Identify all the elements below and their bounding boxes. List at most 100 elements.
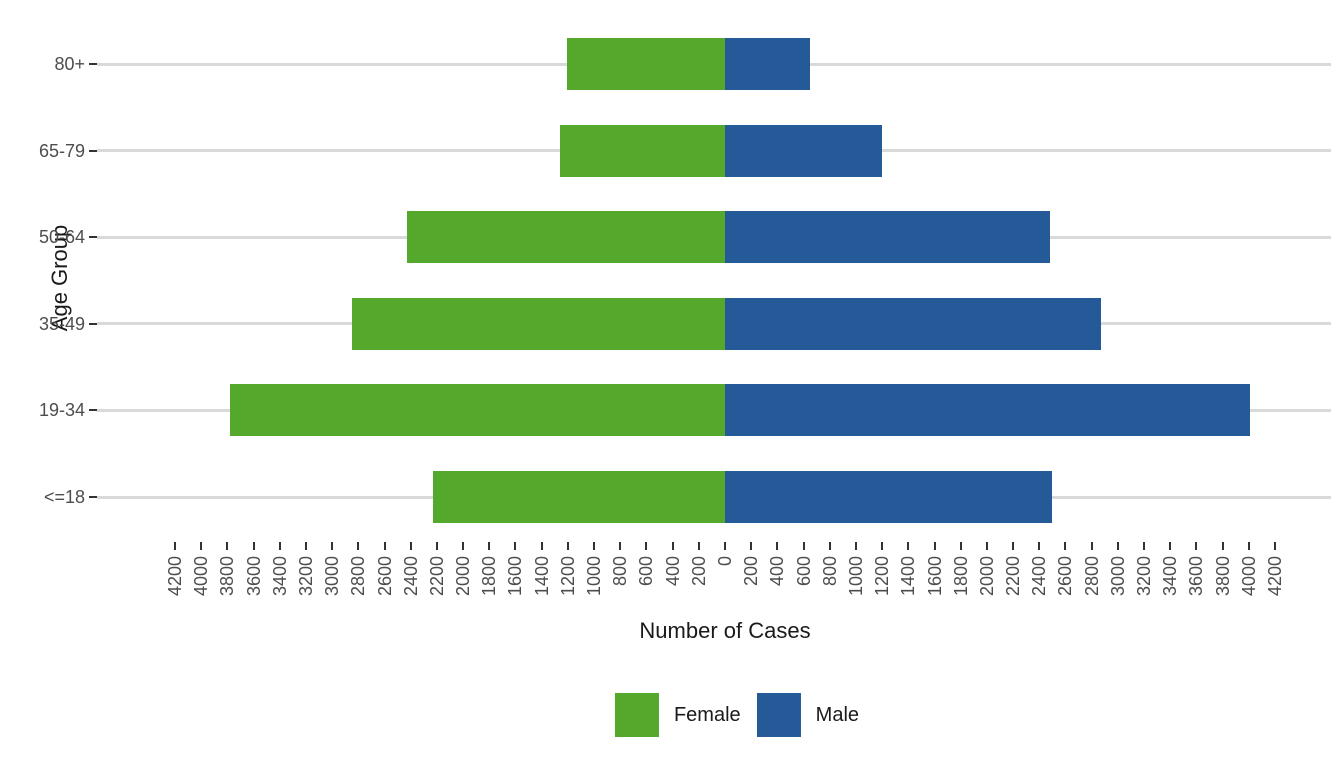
x-tick-9 <box>409 542 412 550</box>
x-tick-1 <box>200 542 203 550</box>
y-tick-50-64 <box>89 236 97 239</box>
x-tick-label-18: 600 <box>636 556 657 587</box>
y-axis-label-80plus: 80+ <box>54 54 85 74</box>
x-tick-6 <box>331 542 334 550</box>
bar-female-19-34 <box>230 384 725 437</box>
x-tick-label-23: 400 <box>767 556 788 587</box>
x-tick-20 <box>697 542 700 550</box>
x-tick-label-15: 1200 <box>557 556 578 597</box>
bar-female-50-64 <box>406 211 725 264</box>
x-tick-15 <box>566 542 569 550</box>
y-axis-label-35-49: 35-49 <box>38 313 85 334</box>
x-tick-2 <box>226 542 229 550</box>
bar-female-le18 <box>432 471 725 523</box>
x-tick-label-9: 2400 <box>400 556 421 597</box>
bar-female-35-49 <box>351 297 725 350</box>
x-tick-label-27: 1200 <box>872 556 893 597</box>
x-tick-label-36: 3000 <box>1107 556 1128 597</box>
x-tick-label-10: 2200 <box>426 556 447 597</box>
bar-female-80plus <box>566 38 725 90</box>
bar-male-le18 <box>725 471 1053 523</box>
x-tick-label-6: 3000 <box>322 556 343 597</box>
x-tick-label-28: 1400 <box>898 556 919 597</box>
x-tick-5 <box>304 542 307 550</box>
x-tick-11 <box>462 542 465 550</box>
x-tick-label-34: 2600 <box>1055 556 1076 597</box>
legend-label-male: Male <box>815 703 860 726</box>
x-tick-label-0: 4200 <box>165 556 185 597</box>
x-tick-label-17: 800 <box>610 556 631 587</box>
bar-male-35-49 <box>725 297 1101 350</box>
x-tick-label-3: 3600 <box>243 556 264 597</box>
legend-item-female: Female <box>614 693 741 737</box>
x-tick-label-30: 1800 <box>950 556 971 597</box>
x-tick-40 <box>1221 542 1224 550</box>
x-tick-label-21: 0 <box>715 556 735 567</box>
x-tick-38 <box>1169 542 1172 550</box>
legend-swatch-female <box>614 693 659 737</box>
y-axis-label-50-64: 50-64 <box>38 227 85 248</box>
x-tick-label-13: 1600 <box>505 556 526 597</box>
x-tick-21 <box>724 542 726 550</box>
x-tick-label-19: 400 <box>662 556 683 587</box>
x-tick-label-24: 600 <box>793 556 814 587</box>
x-tick-label-20: 200 <box>688 556 709 587</box>
x-tick-42 <box>1273 542 1276 550</box>
x-tick-27 <box>881 542 884 550</box>
x-tick-label-25: 800 <box>819 556 840 587</box>
x-tick-label-42: 4200 <box>1264 556 1285 597</box>
x-tick-24 <box>802 542 805 550</box>
x-tick-label-33: 2400 <box>1029 556 1050 597</box>
x-tick-13 <box>514 542 517 550</box>
x-tick-37 <box>1143 542 1146 550</box>
x-tick-41 <box>1247 542 1250 550</box>
x-tick-10 <box>435 542 438 550</box>
legend-item-male: Male <box>756 693 860 737</box>
y-axis-label-19-34: 19-34 <box>38 400 85 421</box>
x-tick-0 <box>174 542 176 550</box>
y-axis-label-le18: <=18 <box>43 487 85 507</box>
x-tick-36 <box>1116 542 1119 550</box>
y-tick-35-49 <box>89 322 97 325</box>
x-tick-35 <box>1090 542 1093 550</box>
x-tick-4 <box>278 542 281 550</box>
x-tick-label-4: 3400 <box>269 556 290 597</box>
bar-male-80plus <box>725 38 811 90</box>
x-tick-label-39: 3600 <box>1186 556 1207 597</box>
legend-swatch-male <box>756 693 801 737</box>
x-tick-label-11: 2000 <box>453 556 474 597</box>
x-tick-12 <box>488 542 491 550</box>
x-tick-14 <box>540 542 543 550</box>
x-tick-label-37: 3200 <box>1134 556 1155 597</box>
x-tick-33 <box>1038 542 1041 550</box>
x-tick-3 <box>252 542 255 550</box>
x-tick-label-38: 3400 <box>1160 556 1181 597</box>
legend: Female Male <box>614 693 860 737</box>
x-tick-label-40: 3800 <box>1212 556 1233 597</box>
x-tick-label-16: 1000 <box>584 556 605 597</box>
bar-male-19-34 <box>725 384 1251 437</box>
x-tick-17 <box>619 542 622 550</box>
y-tick-65-79 <box>89 149 97 152</box>
x-tick-label-12: 1800 <box>479 556 500 597</box>
x-tick-label-2: 3800 <box>217 556 238 597</box>
x-tick-28 <box>907 542 910 550</box>
y-tick-80plus <box>89 63 97 65</box>
x-tick-label-8: 2600 <box>374 556 395 597</box>
y-tick-le18 <box>89 496 97 498</box>
x-tick-18 <box>645 542 648 550</box>
x-tick-31 <box>985 542 988 550</box>
x-tick-39 <box>1195 542 1198 550</box>
x-tick-8 <box>383 542 386 550</box>
x-tick-26 <box>854 542 857 550</box>
x-tick-label-41: 4000 <box>1238 556 1259 597</box>
x-tick-label-35: 2800 <box>1081 556 1102 597</box>
x-tick-label-29: 1600 <box>924 556 945 597</box>
x-tick-label-5: 3200 <box>295 556 316 597</box>
x-axis-title: Number of Cases <box>639 618 811 643</box>
bar-female-65-79 <box>560 124 725 177</box>
x-tick-label-32: 2200 <box>1003 556 1024 597</box>
y-axis-label-65-79: 65-79 <box>38 140 85 161</box>
x-tick-label-14: 1400 <box>531 556 552 597</box>
